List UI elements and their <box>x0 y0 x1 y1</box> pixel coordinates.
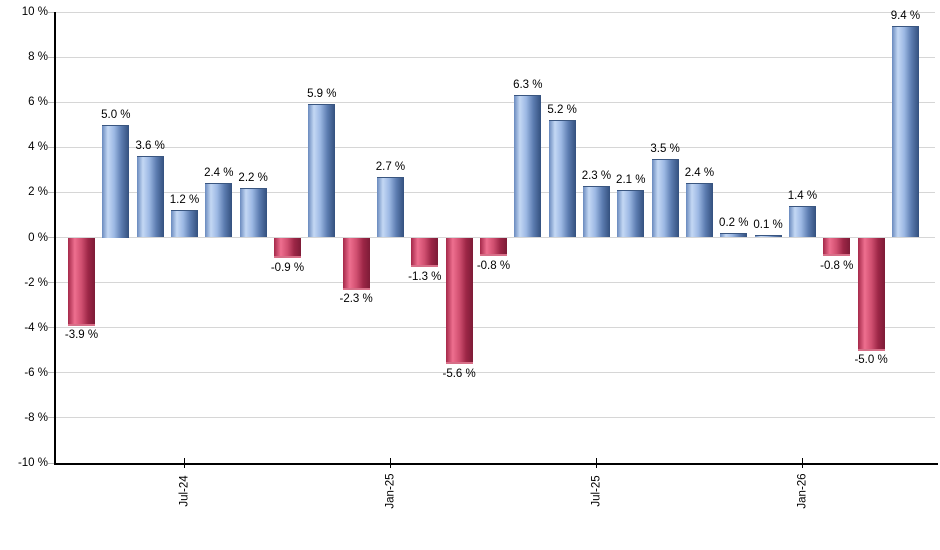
y-tick-label: 8 % <box>28 51 48 64</box>
bar-value-label: 2.2 % <box>238 171 268 184</box>
bar-negative <box>857 238 885 351</box>
x-tick-label-text: Jul-24 <box>178 475 191 507</box>
bar-value-label: 9.4 % <box>890 9 921 22</box>
gridline <box>56 417 935 419</box>
bar-value-label: -1.3 % <box>408 270 442 283</box>
bar-positive <box>651 158 679 238</box>
y-tick-mark <box>48 146 54 148</box>
bar-positive <box>754 235 782 238</box>
bar-value-label: 1.2 % <box>169 194 200 207</box>
y-axis-line <box>54 12 56 465</box>
bar-value-label: -0.9 % <box>270 261 305 274</box>
bar-positive <box>376 176 404 238</box>
bar-positive <box>170 210 198 238</box>
bar-positive <box>891 25 919 238</box>
gridline <box>56 11 935 13</box>
x-tick-label: Jul-25 <box>574 468 618 514</box>
y-tick-mark <box>48 417 54 419</box>
bar-value-label: -5.6 % <box>442 367 476 380</box>
y-tick-label: 4 % <box>28 141 48 154</box>
y-tick-label: -6 % <box>24 366 48 379</box>
bar-value-label: 3.5 % <box>650 142 680 155</box>
x-tick-label-text: Jan-26 <box>796 473 809 509</box>
bar-value-label: 2.4 % <box>204 167 234 180</box>
gridline <box>56 191 935 193</box>
bar-value-label: 5.0 % <box>101 108 131 121</box>
bar-positive <box>788 205 816 238</box>
y-tick-mark <box>48 191 54 193</box>
bar-positive <box>308 104 336 238</box>
bar-positive <box>685 183 713 238</box>
bar-value-label: 0.1 % <box>753 219 783 232</box>
bar-positive <box>582 185 610 238</box>
bar-value-label: 2.7 % <box>375 160 406 173</box>
bar-value-label: 1.4 % <box>787 189 818 202</box>
y-tick-mark <box>48 101 54 103</box>
bar-negative <box>68 238 95 326</box>
gridline <box>56 237 935 238</box>
bar-positive <box>136 156 164 238</box>
bar-negative <box>411 238 439 268</box>
y-tick-mark <box>48 372 54 374</box>
bar-negative <box>342 238 370 290</box>
bar-value-label: 2.1 % <box>616 174 646 187</box>
x-tick-mark <box>183 458 185 468</box>
y-tick-label: -4 % <box>24 321 48 334</box>
plot-area: -3.9 % 5.0 % 3.6 % 1.2 % 2.4 % 2.2 % -0.9 % 5.9… <box>56 9 935 464</box>
bar-positive <box>617 190 645 238</box>
y-tick-mark <box>48 56 54 58</box>
gridline <box>56 146 935 148</box>
bar-value-label: -2.3 % <box>339 293 373 306</box>
bar-positive <box>720 232 748 238</box>
x-tick-label: Jan-26 <box>780 468 824 514</box>
bar-value-label: -0.8 % <box>820 259 854 272</box>
x-axis-line <box>54 463 938 465</box>
y-tick-mark <box>48 237 54 238</box>
bar-positive <box>205 183 233 238</box>
gridline <box>56 282 935 284</box>
y-tick-label: -8 % <box>24 411 48 424</box>
bar-value-label: 3.6 % <box>135 140 165 153</box>
bar-value-label: 0.2 % <box>719 216 749 229</box>
bar-value-label: 6.3 % <box>513 79 543 92</box>
x-tick-label: Jul-24 <box>162 468 206 514</box>
y-tick-mark <box>48 462 54 464</box>
gridline <box>56 372 935 374</box>
gridline <box>56 327 935 329</box>
y-tick-label: 0 % <box>28 231 48 244</box>
bar-negative <box>479 238 507 257</box>
y-tick-label: -10 % <box>17 457 48 469</box>
bar-positive <box>548 120 576 238</box>
x-tick-label-text: Jan-25 <box>384 473 397 509</box>
bar-value-label: 2.4 % <box>684 167 715 180</box>
x-tick-label: Jan-25 <box>368 468 412 514</box>
bar-value-label: 2.3 % <box>581 169 612 182</box>
x-tick-mark <box>595 458 597 468</box>
gridline <box>56 101 935 103</box>
bar-positive <box>239 187 267 238</box>
bar-value-label: -5.0 % <box>854 354 888 367</box>
bar-negative <box>445 238 473 365</box>
bar-value-label: 5.9 % <box>307 88 337 101</box>
bar-positive <box>102 124 130 238</box>
y-tick-label: 6 % <box>28 96 48 109</box>
bar-value-label: 5.2 % <box>547 104 577 117</box>
bar-value-label: -0.8 % <box>476 259 511 272</box>
bar-value-label: -3.9 % <box>64 329 99 342</box>
y-tick-mark <box>48 282 54 284</box>
y-tick-mark <box>48 327 54 329</box>
y-tick-label: -2 % <box>24 276 48 289</box>
bar-negative <box>823 238 851 257</box>
y-tick-label: 2 % <box>28 186 48 199</box>
y-tick-label: 10 % <box>21 6 48 18</box>
bar-negative <box>273 238 301 259</box>
y-tick-mark <box>48 11 54 13</box>
x-tick-mark <box>389 458 391 468</box>
x-tick-mark <box>801 458 803 468</box>
gridline <box>56 56 935 58</box>
x-tick-label-text: Jul-25 <box>590 475 603 507</box>
bar-positive <box>514 95 542 238</box>
